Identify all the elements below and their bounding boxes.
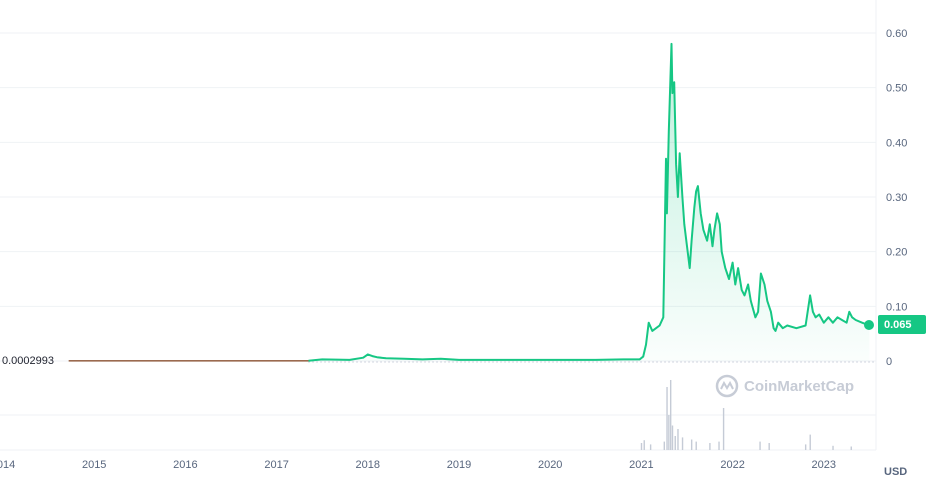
volume-bar <box>718 441 720 450</box>
x-tick-label: 2021 <box>629 459 653 471</box>
volume-bar <box>850 446 852 450</box>
current-price-badge <box>878 315 926 334</box>
volume-bar <box>832 445 834 450</box>
volume-bar <box>768 443 770 450</box>
y-tick-label: 0.60 <box>886 28 907 40</box>
volume-bar <box>674 436 676 450</box>
volume-bar <box>668 415 670 450</box>
y-tick-label: 0.30 <box>886 192 907 204</box>
y-tick-label: 0.20 <box>886 247 907 259</box>
x-tick-label: 2014 <box>0 459 15 471</box>
x-tick-label: 2019 <box>447 459 471 471</box>
volume-bar <box>804 444 807 450</box>
start-price-label: 0.0002993 <box>2 355 54 367</box>
volume-bar <box>677 429 679 450</box>
coinmarketcap-watermark: CoinMarketCap <box>715 374 854 398</box>
volume-bar <box>640 443 643 450</box>
x-tick-label: 2017 <box>264 459 288 471</box>
x-tick-label: 2023 <box>812 459 836 471</box>
volume-bar <box>669 380 672 450</box>
volume-bar <box>809 434 811 450</box>
current-price-marker <box>864 320 874 330</box>
y-tick-label: 0.40 <box>886 137 907 149</box>
x-tick-label: 2020 <box>538 459 562 471</box>
x-tick-label: 2022 <box>720 459 744 471</box>
axes: 0.60 0.50 0.40 0.30 0.20 0.10 0 2014 2015 2016 201… <box>0 28 907 471</box>
volume-bar <box>695 441 697 450</box>
coinmarketcap-logo-icon <box>715 374 739 398</box>
price-labels: 0.0002993 0.065 USD <box>2 315 926 478</box>
watermark-text: CoinMarketCap <box>744 378 854 395</box>
volume-bar <box>666 387 668 450</box>
volume-bar <box>681 437 684 450</box>
y-tick-label: 0.10 <box>886 301 907 313</box>
price-line <box>308 42 870 362</box>
volume-bar <box>649 444 652 450</box>
volume-bar <box>690 439 693 450</box>
coinmarketcap-logo-mark <box>720 380 734 390</box>
volume-bars <box>640 380 852 450</box>
volume-bar <box>671 425 674 450</box>
price-series <box>68 42 876 363</box>
volume-bar <box>722 408 725 450</box>
y-tick-label: 0 <box>886 356 892 368</box>
x-tick-label: 2018 <box>356 459 380 471</box>
x-tick-label: 2016 <box>173 459 197 471</box>
price-area-fill <box>308 43 870 362</box>
y-tick-label: 0.50 <box>886 83 907 95</box>
x-tick-label: 2015 <box>82 459 106 471</box>
volume-bar <box>643 440 645 450</box>
currency-unit-label: USD <box>884 466 907 478</box>
volume-bar <box>709 443 711 450</box>
volume-bar <box>663 441 665 450</box>
volume-bar <box>759 441 761 450</box>
current-price-value: 0.065 <box>884 319 912 331</box>
